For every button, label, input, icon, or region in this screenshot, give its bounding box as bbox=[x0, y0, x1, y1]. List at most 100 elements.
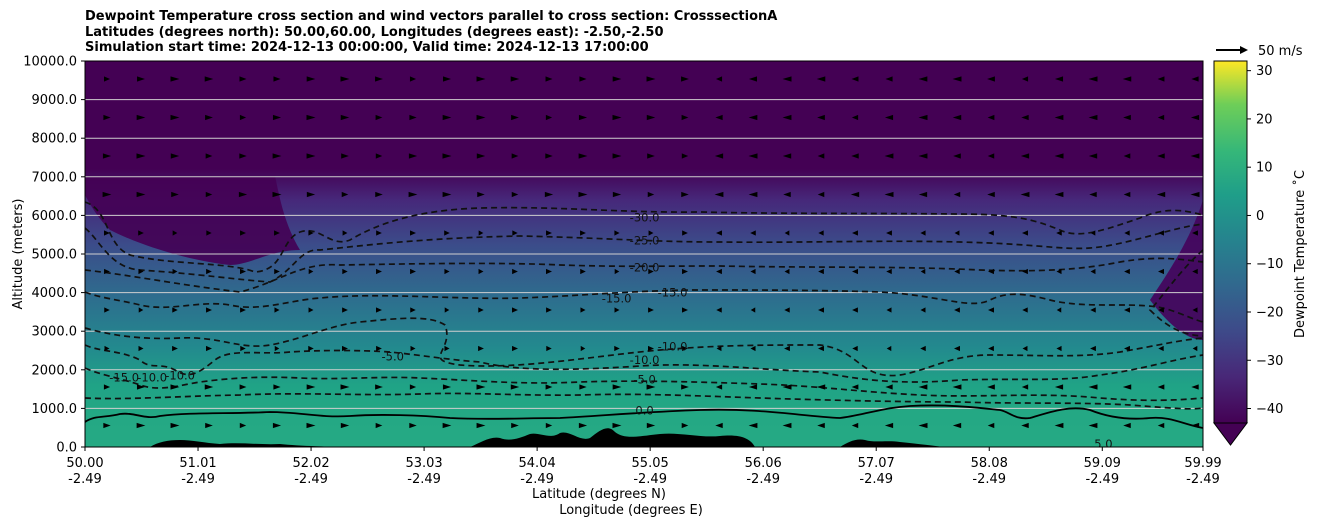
wind-arrow bbox=[648, 307, 654, 313]
wind-arrow bbox=[476, 422, 486, 429]
colorbar-tick-label: 0 bbox=[1256, 209, 1264, 224]
wind-arrow bbox=[784, 307, 790, 313]
wind-arrow bbox=[816, 76, 826, 82]
wind-arrow bbox=[1124, 230, 1130, 236]
wind-arrow bbox=[681, 76, 689, 82]
wind-arrow bbox=[1088, 114, 1098, 121]
contour-label: -10.0 bbox=[630, 353, 660, 367]
terrain bbox=[85, 428, 945, 447]
x-axis-label-longitude: Longitude (degrees E) bbox=[559, 503, 703, 518]
wind-arrow bbox=[136, 191, 146, 198]
wind-arrow bbox=[206, 268, 212, 275]
wind-arrow bbox=[579, 384, 587, 390]
wind-arrow bbox=[886, 345, 892, 352]
wind-arrow bbox=[478, 345, 484, 352]
wind-arrow bbox=[988, 268, 994, 275]
wind-arrow bbox=[885, 76, 893, 82]
wind-arrow bbox=[478, 230, 484, 236]
wind-arrow bbox=[170, 76, 180, 82]
wind-arrow bbox=[715, 114, 723, 121]
y-tick-label: 6000.0 bbox=[32, 209, 78, 224]
wind-arrow bbox=[612, 76, 622, 82]
wind-arrow bbox=[306, 114, 316, 121]
wind-arrow bbox=[918, 191, 928, 198]
wind-arrow bbox=[714, 191, 724, 198]
wind-arrow bbox=[274, 307, 280, 313]
wind-arrow bbox=[410, 345, 416, 352]
wind-arrow bbox=[716, 307, 722, 313]
x-tick-label-lon: -2.49 bbox=[1186, 472, 1220, 487]
wind-arrow bbox=[1124, 307, 1130, 313]
wind-arrow bbox=[1088, 153, 1098, 159]
colorbar-ticks: 30 20 10 0 −10 −20 −30 −40 bbox=[1247, 64, 1283, 417]
wind-arrow bbox=[103, 384, 111, 390]
wind-arrow bbox=[137, 76, 145, 82]
wind-arrow bbox=[511, 191, 519, 198]
wind-arrow bbox=[273, 76, 281, 82]
wind-arrow bbox=[510, 384, 520, 390]
wind-arrow bbox=[646, 384, 656, 390]
contour-line bbox=[85, 344, 1203, 383]
wind-arrow bbox=[1157, 384, 1165, 390]
wind-arrow bbox=[1088, 422, 1098, 429]
wind-arrow bbox=[272, 114, 282, 121]
wind-arrow bbox=[1191, 384, 1199, 390]
wind-arrow bbox=[954, 230, 960, 236]
wind-arrow bbox=[375, 114, 383, 121]
wind-arrow bbox=[342, 268, 348, 275]
wind-arrow bbox=[546, 307, 552, 313]
wind-arrow bbox=[782, 153, 792, 159]
wind-arrow bbox=[954, 268, 960, 275]
wind-arrow bbox=[136, 153, 146, 159]
wind-arrow bbox=[580, 268, 586, 275]
zero-contour bbox=[85, 404, 1203, 429]
wind-arrow bbox=[172, 268, 178, 275]
wind-arrow bbox=[578, 114, 588, 121]
wind-arrow bbox=[1021, 114, 1029, 121]
colorbar-tick-label: 30 bbox=[1256, 64, 1273, 79]
wind-arrow bbox=[1156, 191, 1166, 198]
wind-arrow bbox=[444, 307, 450, 313]
x-tick-label-lon: -2.49 bbox=[746, 472, 780, 487]
wind-arrow bbox=[442, 153, 452, 159]
wind-arrow bbox=[442, 384, 452, 390]
wind-arrow bbox=[1056, 345, 1062, 352]
wind-arrow bbox=[138, 268, 144, 275]
contour-label: -15.0 bbox=[602, 291, 632, 305]
wind-arrow bbox=[851, 114, 859, 121]
wind-arrow bbox=[648, 268, 654, 275]
y-tick-label: 5000.0 bbox=[32, 248, 78, 263]
wind-arrow bbox=[342, 345, 348, 352]
wind-arrow bbox=[612, 153, 622, 159]
wind-arrow bbox=[1158, 230, 1164, 236]
wind-arrow bbox=[340, 384, 350, 390]
wind-arrow bbox=[1020, 153, 1030, 159]
wind-arrow bbox=[715, 384, 723, 390]
contour-label: 5.0 bbox=[1094, 437, 1112, 451]
x-tick-label-lat: 56.06 bbox=[745, 456, 782, 471]
wind-arrow bbox=[239, 114, 247, 121]
wind-arrow bbox=[1192, 307, 1198, 313]
wind-arrow bbox=[306, 191, 316, 198]
wind-arrow bbox=[172, 230, 178, 236]
wind-arrow bbox=[682, 345, 688, 352]
wind-arrow bbox=[987, 76, 995, 82]
wind-arrow bbox=[714, 153, 724, 159]
y-tick-label: 4000.0 bbox=[32, 286, 78, 301]
wind-arrow bbox=[342, 230, 348, 236]
wind-arrow bbox=[851, 153, 859, 159]
wind-arrow bbox=[442, 114, 452, 121]
wind-arrow bbox=[512, 307, 518, 313]
wind-arrow bbox=[544, 191, 554, 198]
x-tick-label-lon: -2.49 bbox=[972, 472, 1006, 487]
wind-arrow bbox=[306, 153, 316, 159]
wind-arrow bbox=[1090, 307, 1096, 313]
wind-arrow bbox=[376, 345, 382, 352]
wind-arrow bbox=[206, 345, 212, 352]
wind-arrow bbox=[308, 307, 314, 313]
wind-arrow bbox=[884, 114, 894, 121]
wind-arrow bbox=[1158, 307, 1164, 313]
wind-arrow bbox=[818, 268, 824, 275]
wind-arrow bbox=[580, 345, 586, 352]
wind-arrow bbox=[987, 191, 995, 198]
